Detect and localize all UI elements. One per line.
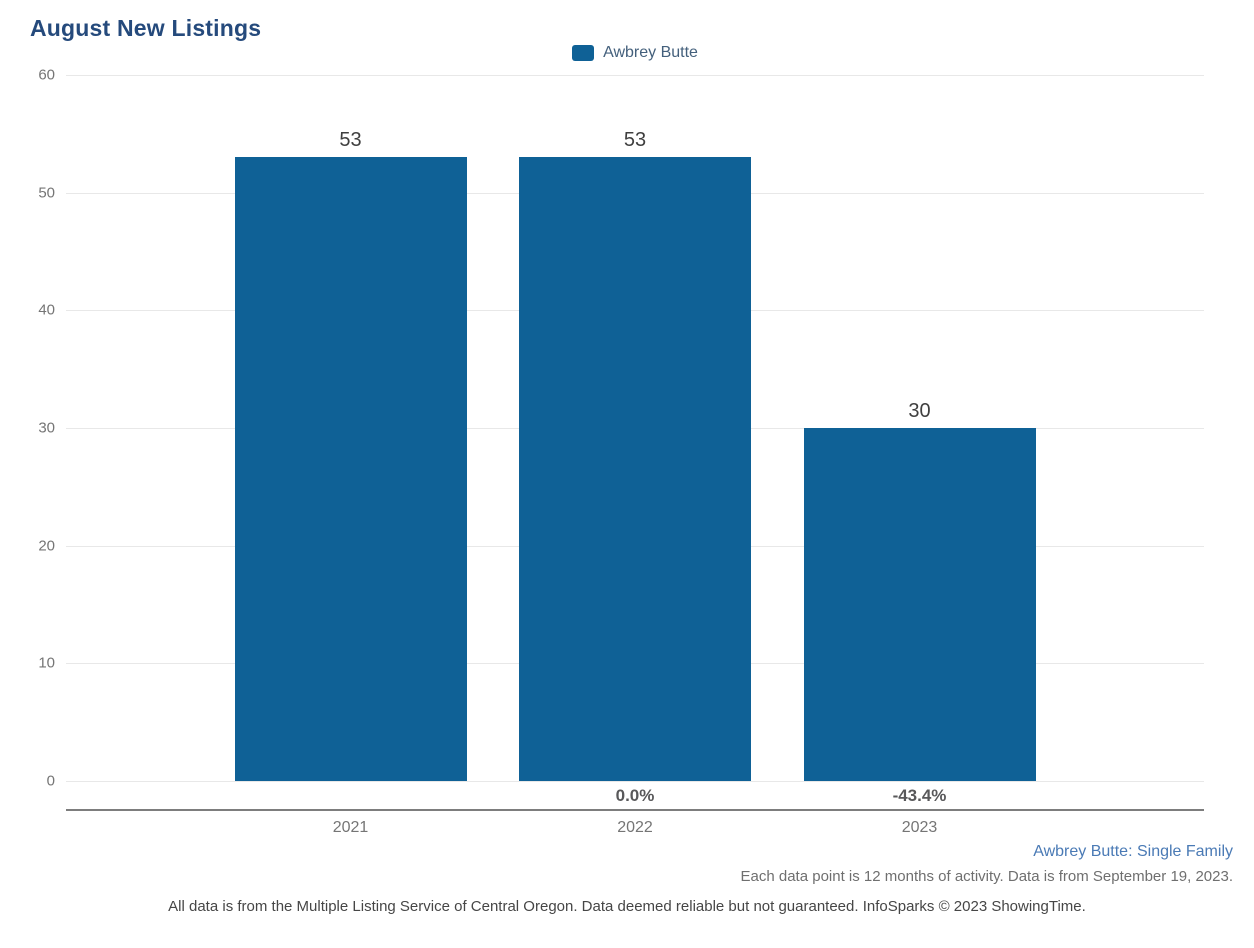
x-axis-line <box>66 809 1204 811</box>
bar-2021 <box>234 157 467 781</box>
bar-2022 <box>519 157 751 781</box>
y-tick-label: 20 <box>38 537 55 555</box>
pct-change-label-2023: -43.4% <box>892 786 947 805</box>
y-tick-label: 40 <box>38 301 55 319</box>
x-tick-label-2021: 2021 <box>332 819 369 836</box>
bar-value-label: 53 <box>623 129 647 152</box>
data-note: Each data point is 12 months of activity… <box>740 868 1233 885</box>
legend-swatch-icon <box>572 45 595 61</box>
plot-area: 60 50 40 30 20 10 0 53 53 30 <box>38 67 1204 790</box>
legend: Awbrey Butte <box>66 44 1204 62</box>
y-tick-label: 10 <box>38 654 55 672</box>
legend-label: Awbrey Butte <box>603 44 698 61</box>
chart-title: August New Listings <box>30 15 262 41</box>
gridline-y-0 <box>66 781 1204 782</box>
y-tick-label: 30 <box>38 419 55 437</box>
bar-2023 <box>803 428 1036 781</box>
gridline-y-60 <box>66 75 1204 76</box>
x-tick-label-2023: 2023 <box>901 819 938 836</box>
y-tick-label: 50 <box>38 184 55 202</box>
bar-value-label: 53 <box>339 129 362 152</box>
bar-value-label: 30 <box>908 400 931 422</box>
series-note: Awbrey Butte: Single Family <box>1033 843 1233 860</box>
disclaimer: All data is from the Multiple Listing Se… <box>168 898 1086 915</box>
y-tick-label: 0 <box>46 772 55 790</box>
x-tick-label-2022: 2022 <box>617 819 653 836</box>
pct-change-label-2022: 0.0% <box>615 786 655 805</box>
y-tick-label: 60 <box>38 66 55 84</box>
